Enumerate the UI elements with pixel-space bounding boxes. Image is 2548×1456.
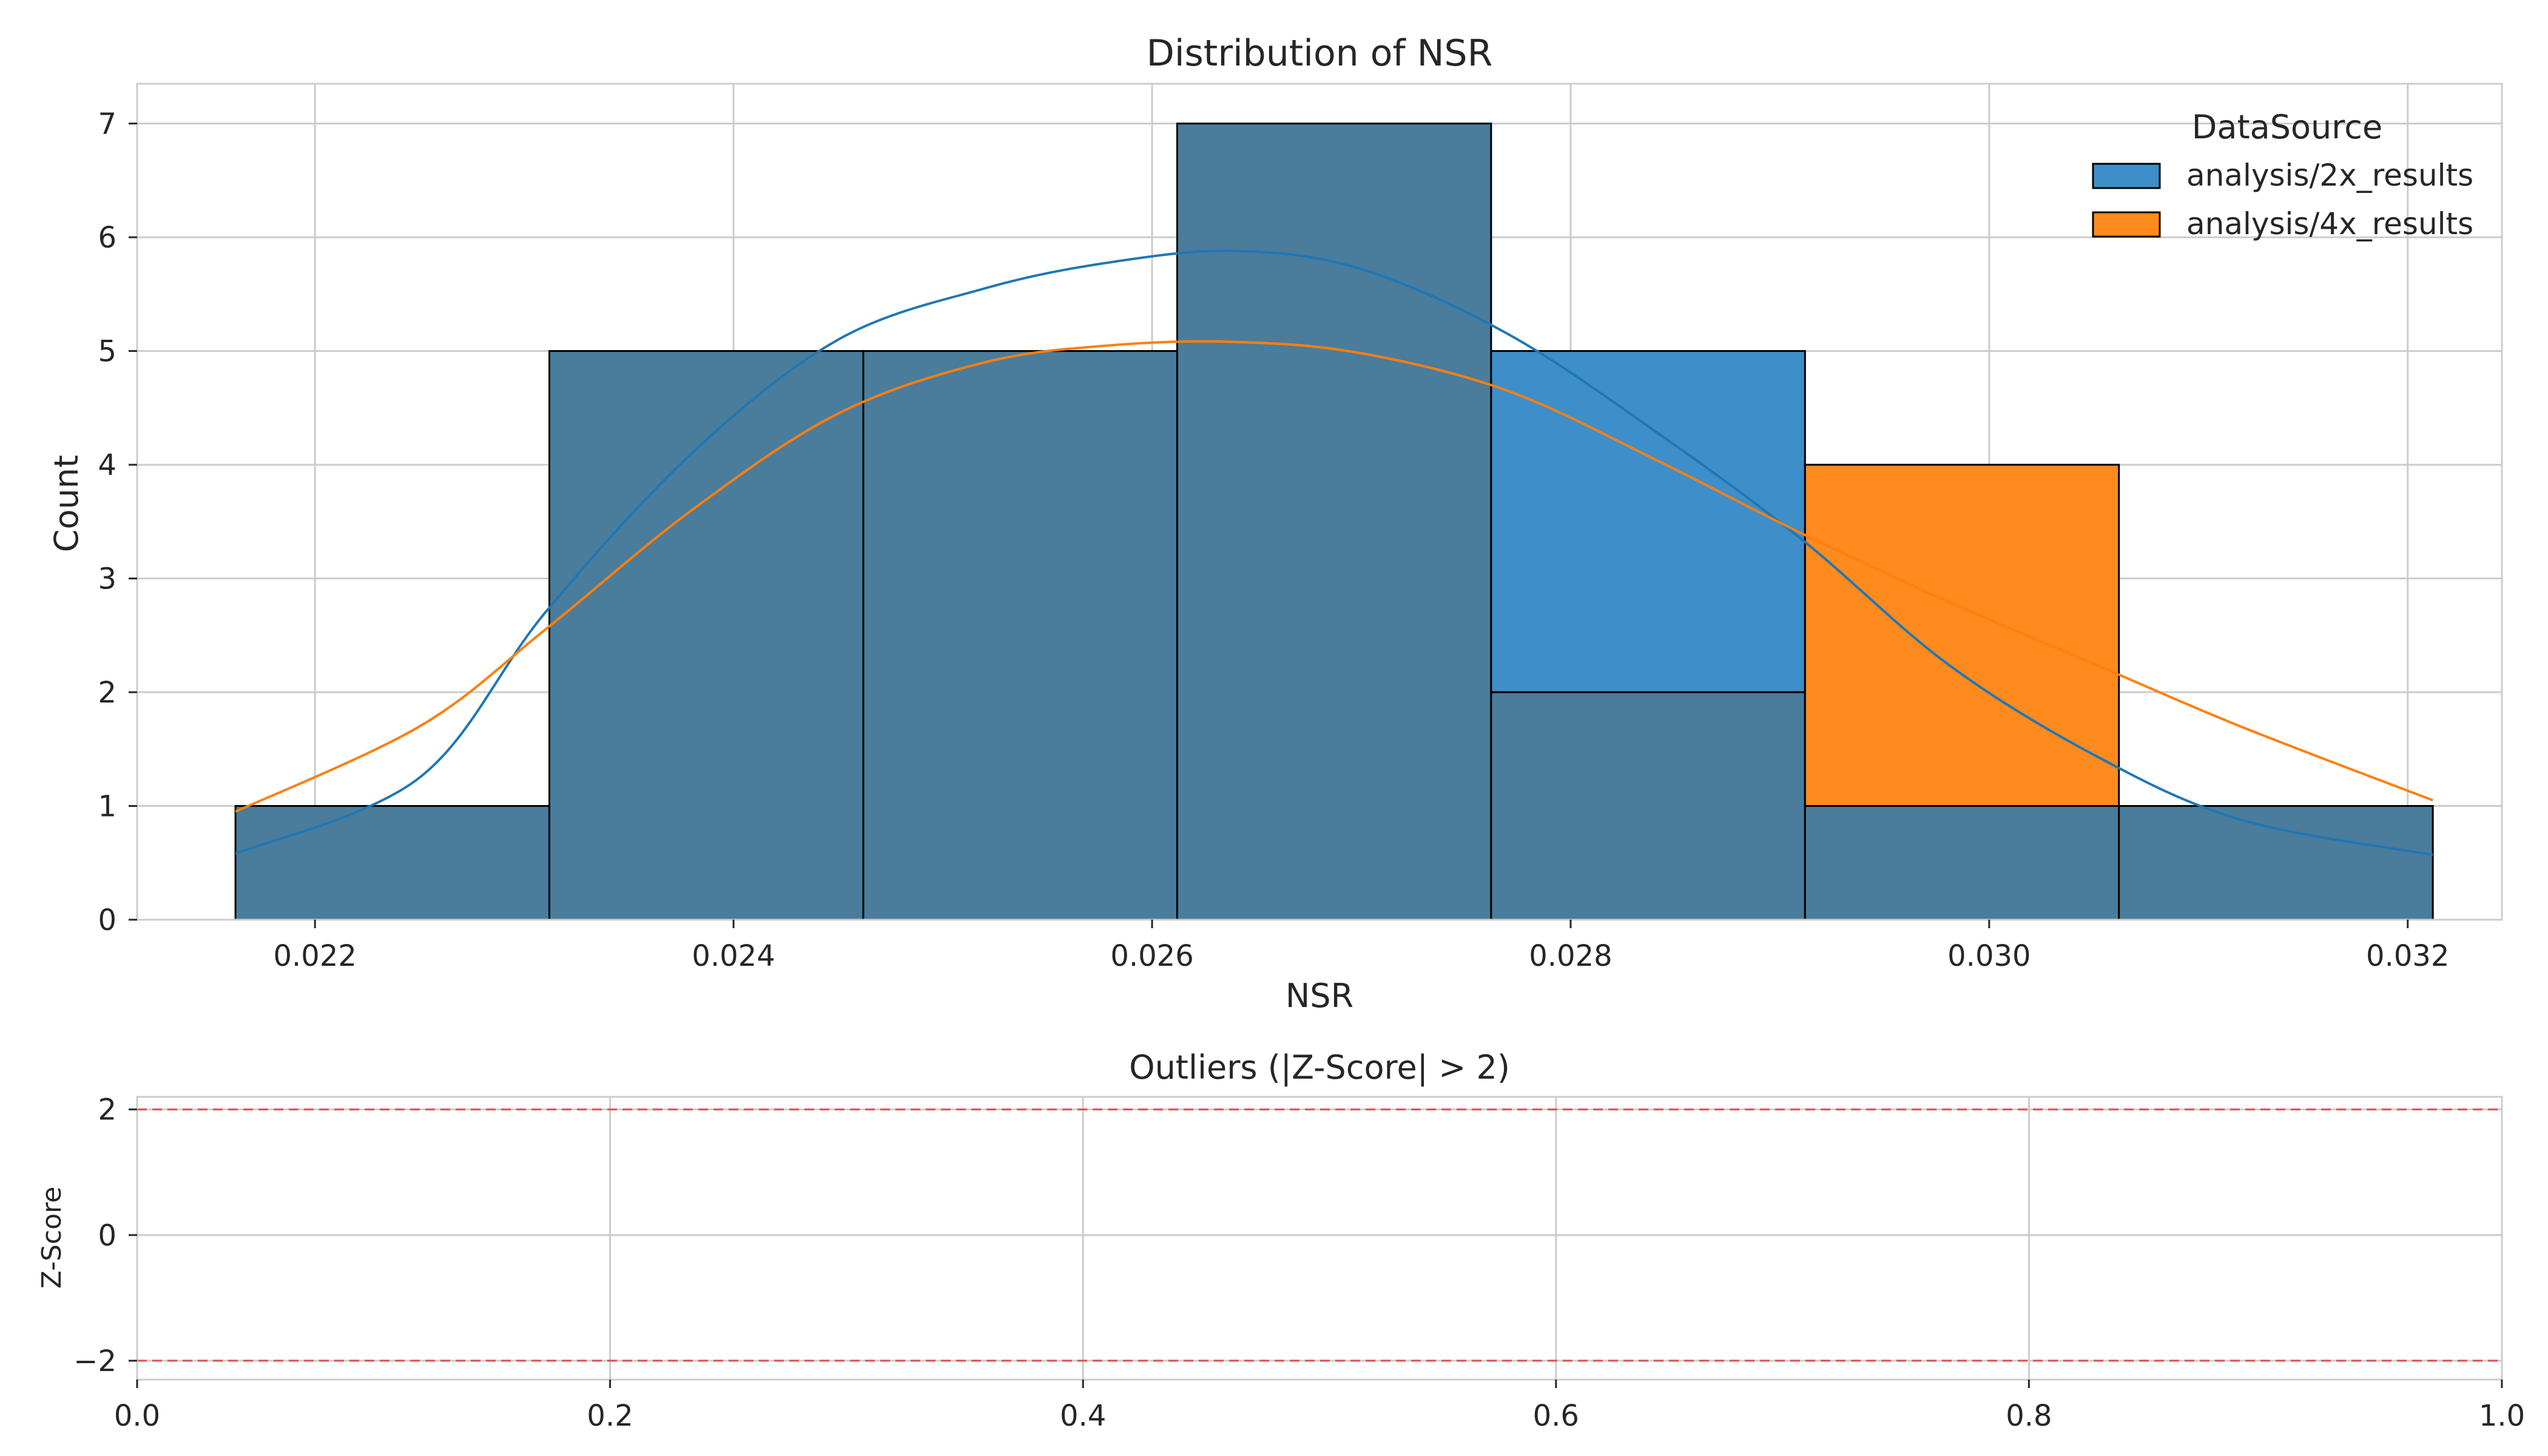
histogram-y-tick-label: 3	[98, 562, 116, 596]
legend-label-2x: analysis/2x_results	[2186, 158, 2473, 193]
outliers-x-tick-label: 0.4	[1060, 1399, 1106, 1433]
kde-curve-4x	[235, 340, 2433, 813]
histogram-frame	[136, 83, 2503, 921]
histogram-y-tick-label: 6	[98, 221, 116, 255]
histogram-y-tick-label: 4	[98, 448, 116, 482]
histogram-x-tick-label: 0.026	[1110, 939, 1193, 973]
histogram-bar-overlap	[1490, 691, 1806, 921]
legend-entry-4x[interactable]: analysis/4x_results	[2092, 206, 2473, 241]
outliers-x-tick-label: 0.2	[587, 1399, 633, 1433]
histogram-y-ticks: 0 1 2 3 4 5 6 7	[98, 107, 137, 937]
outliers-panel: 0.0 0.2 0.4 0.6 0.8 1.0 −2 0 2 Outliers (|Z-Sco…	[36, 1048, 2525, 1433]
histogram-x-tick-label: 0.028	[1529, 939, 1612, 973]
histogram-bar-overlap	[1176, 123, 1492, 921]
legend-label-4x: analysis/4x_results	[2186, 206, 2473, 241]
histogram-title: Distribution of NSR	[1147, 32, 1493, 75]
kde-curve-2x	[235, 249, 2433, 857]
outliers-y-axis-label: Z-Score	[36, 1187, 67, 1289]
legend-entry-2x[interactable]: analysis/2x_results	[2092, 158, 2473, 193]
histogram-y-tick-label: 1	[98, 790, 116, 824]
histogram-x-tick-label: 0.030	[1947, 939, 2031, 973]
outliers-y-tick-label: 2	[98, 1093, 116, 1127]
outliers-x-tick-label: 1.0	[2479, 1399, 2525, 1433]
histogram-y-tick-label: 7	[98, 107, 116, 141]
histogram-x-tick-label: 0.022	[274, 939, 357, 973]
histogram-y-axis-label: Count	[47, 455, 86, 552]
outliers-frame	[136, 1096, 2503, 1381]
histogram-kde-curves	[235, 249, 2433, 857]
outliers-x-ticks: 0.0 0.2 0.4 0.6 0.8 1.0	[114, 1380, 2525, 1433]
histogram-x-ticks: 0.022 0.024 0.026 0.028 0.030 0.032	[274, 920, 2449, 973]
outliers-title: Outliers (|Z-Score| > 2)	[1129, 1048, 1510, 1087]
histogram-bar-overlap	[862, 350, 1178, 921]
histogram-bar-2x	[1490, 350, 1806, 693]
histogram-bar-overlap	[2118, 805, 2434, 921]
histogram-bar-4x	[1804, 463, 2120, 807]
outliers-y-tick-label: −2	[73, 1344, 116, 1378]
histogram-y-tick-label: 2	[98, 676, 116, 710]
legend-title: DataSource	[2192, 108, 2382, 146]
outliers-plot-area	[137, 1097, 2502, 1380]
outliers-y-tick-label: 0	[98, 1219, 116, 1253]
histogram-panel: 0.022 0.024 0.026 0.028 0.030 0.032 01234567 …	[47, 32, 2503, 1015]
legend-swatch-4x	[2092, 211, 2161, 238]
histogram-bar-overlap	[234, 805, 551, 921]
legend: DataSource analysis/2x_results analysis/…	[2092, 108, 2473, 241]
histogram-bars	[234, 123, 2434, 921]
outliers-grid	[136, 1097, 2503, 1380]
histogram-x-tick-label: 0.032	[2366, 939, 2449, 973]
outliers-x-tick-label: 0.0	[114, 1399, 160, 1433]
histogram-x-tick-label: 0.024	[692, 939, 775, 973]
outliers-y-ticks: −2 0 2	[73, 1093, 137, 1378]
histogram-y-tick-label: 0	[98, 903, 116, 937]
histogram-bar-overlap	[1804, 805, 2120, 921]
legend-swatch-2x	[2092, 163, 2161, 189]
histogram-x-axis-label: NSR	[1286, 977, 1353, 1015]
histogram-y-tick-label: 5	[98, 335, 116, 369]
outliers-x-tick-label: 0.8	[2006, 1399, 2052, 1433]
histogram-bar-overlap	[548, 350, 864, 921]
outliers-x-tick-label: 0.6	[1533, 1399, 1579, 1433]
